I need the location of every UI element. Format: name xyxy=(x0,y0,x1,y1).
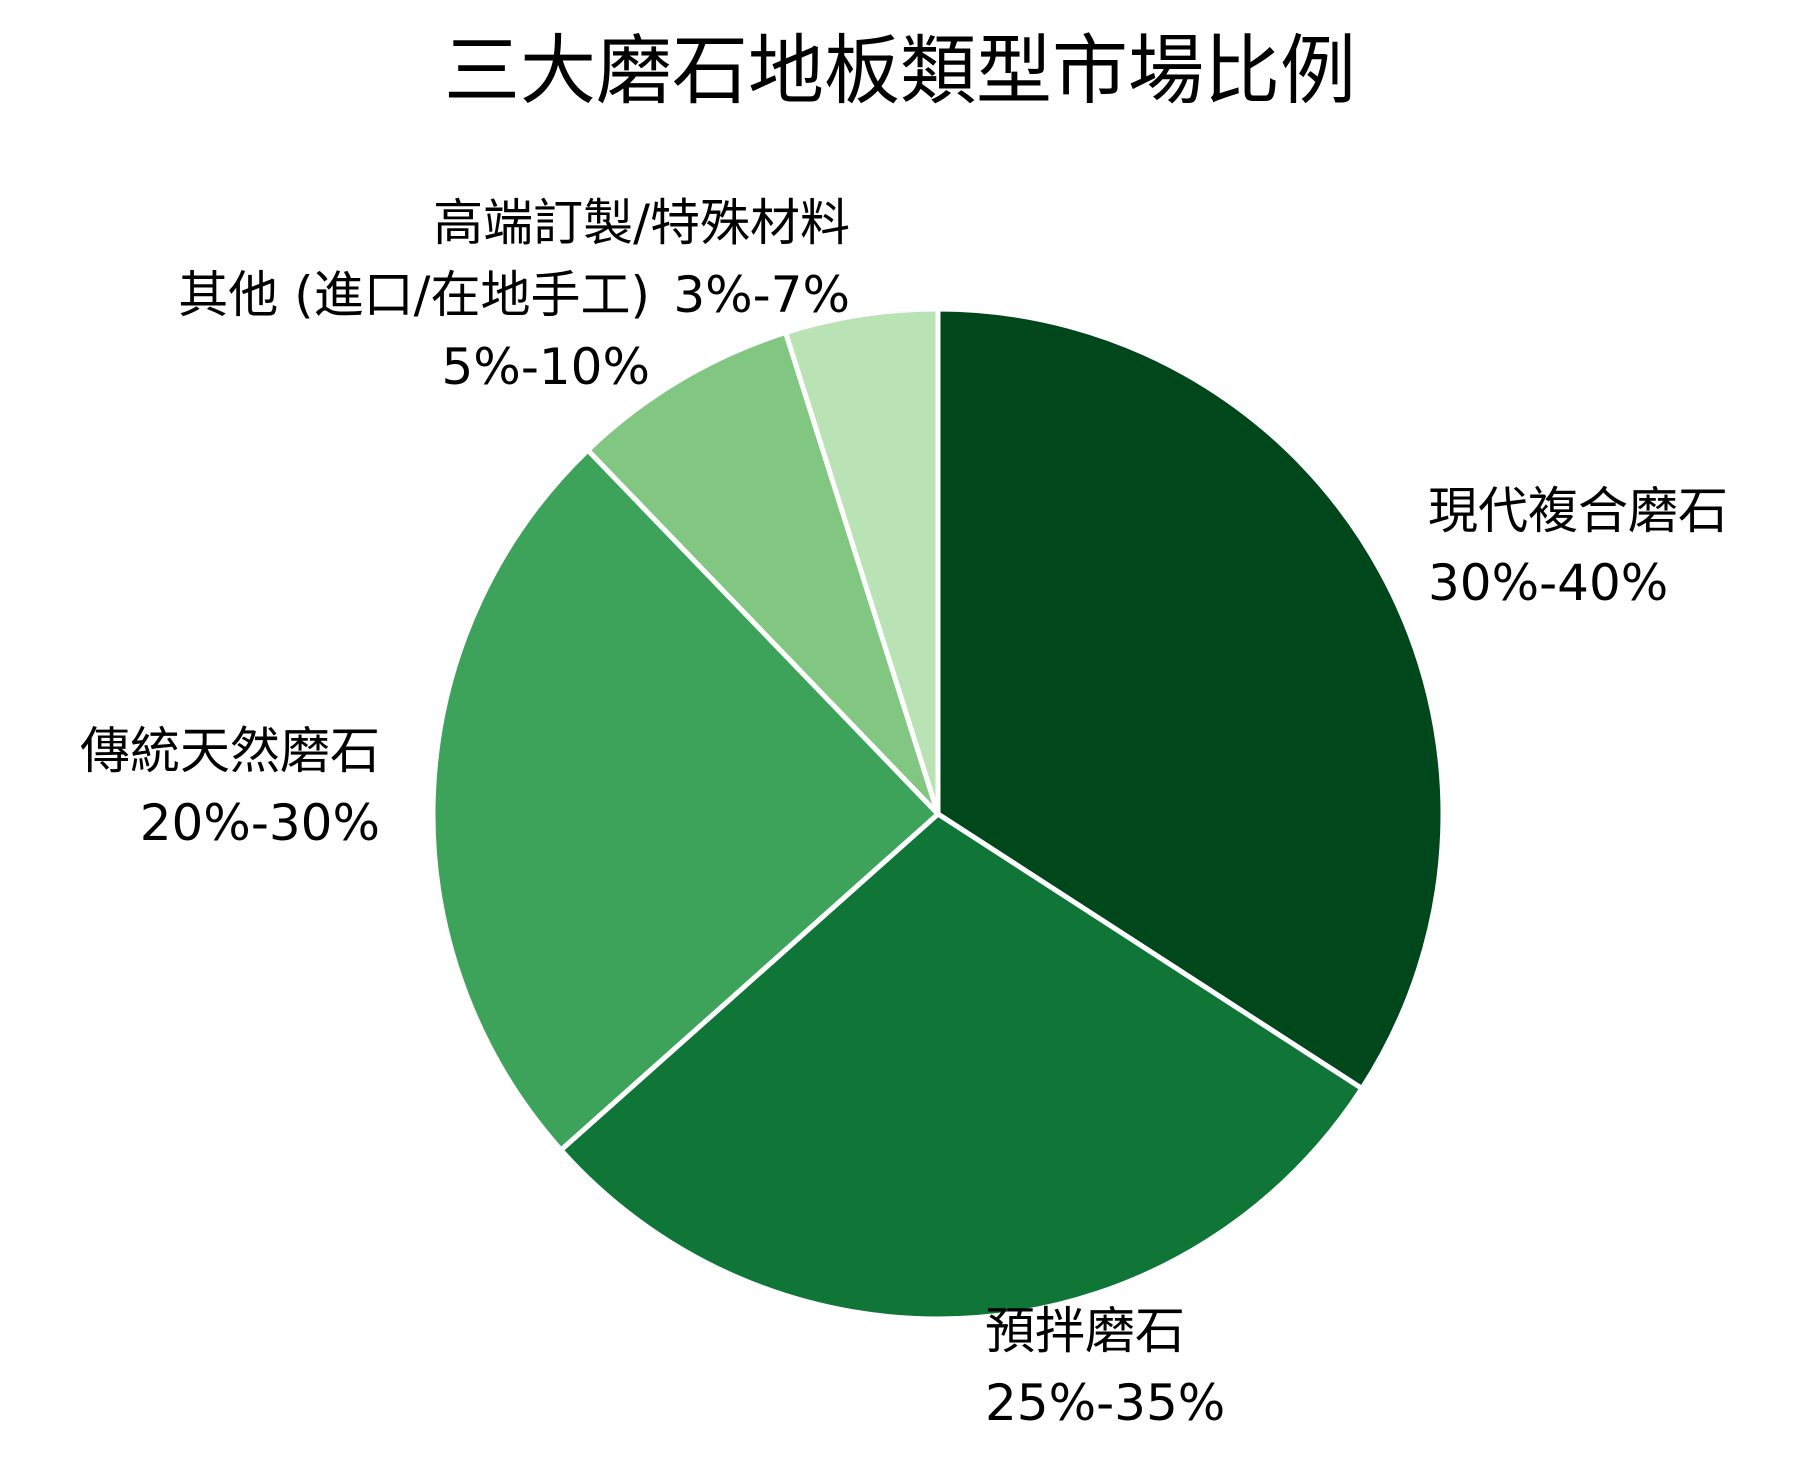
slice-label-other: 其他 (進口/在地手工) 5%-10% xyxy=(178,266,650,396)
pie-slice-4 xyxy=(783,306,941,817)
slice-label-high-end-custom: 高端訂製/特殊材料 3%-7% xyxy=(433,194,850,324)
pie-slices xyxy=(430,306,1446,1322)
slice-value-label: 5%-10% xyxy=(442,338,651,396)
slice-label-traditional-natural: 傳統天然磨石 20%-30% xyxy=(80,722,380,852)
slice-value-label: 25%-35% xyxy=(985,1374,1225,1432)
chart-title: 三大磨石地板類型市場比例 xyxy=(444,26,1356,115)
slice-value-label: 3%-7% xyxy=(673,266,850,324)
slice-label-modern-composite: 現代複合磨石 30%-40% xyxy=(1428,482,1728,612)
slice-label-premix: 預拌磨石 25%-35% xyxy=(985,1302,1225,1432)
slice-name-label: 其他 (進口/在地手工) xyxy=(178,266,650,324)
slice-name-label: 預拌磨石 xyxy=(985,1302,1185,1360)
pie-slice-2 xyxy=(430,447,941,1153)
slice-name-label: 傳統天然磨石 xyxy=(80,722,380,780)
pie-slice-3 xyxy=(585,330,941,817)
slice-value-label: 30%-40% xyxy=(1428,554,1668,612)
pie-slice-1 xyxy=(558,811,1365,1322)
slice-name-label: 高端訂製/特殊材料 xyxy=(433,194,850,252)
slice-value-label: 20%-30% xyxy=(140,794,380,852)
slice-name-label: 現代複合磨石 xyxy=(1428,482,1728,540)
